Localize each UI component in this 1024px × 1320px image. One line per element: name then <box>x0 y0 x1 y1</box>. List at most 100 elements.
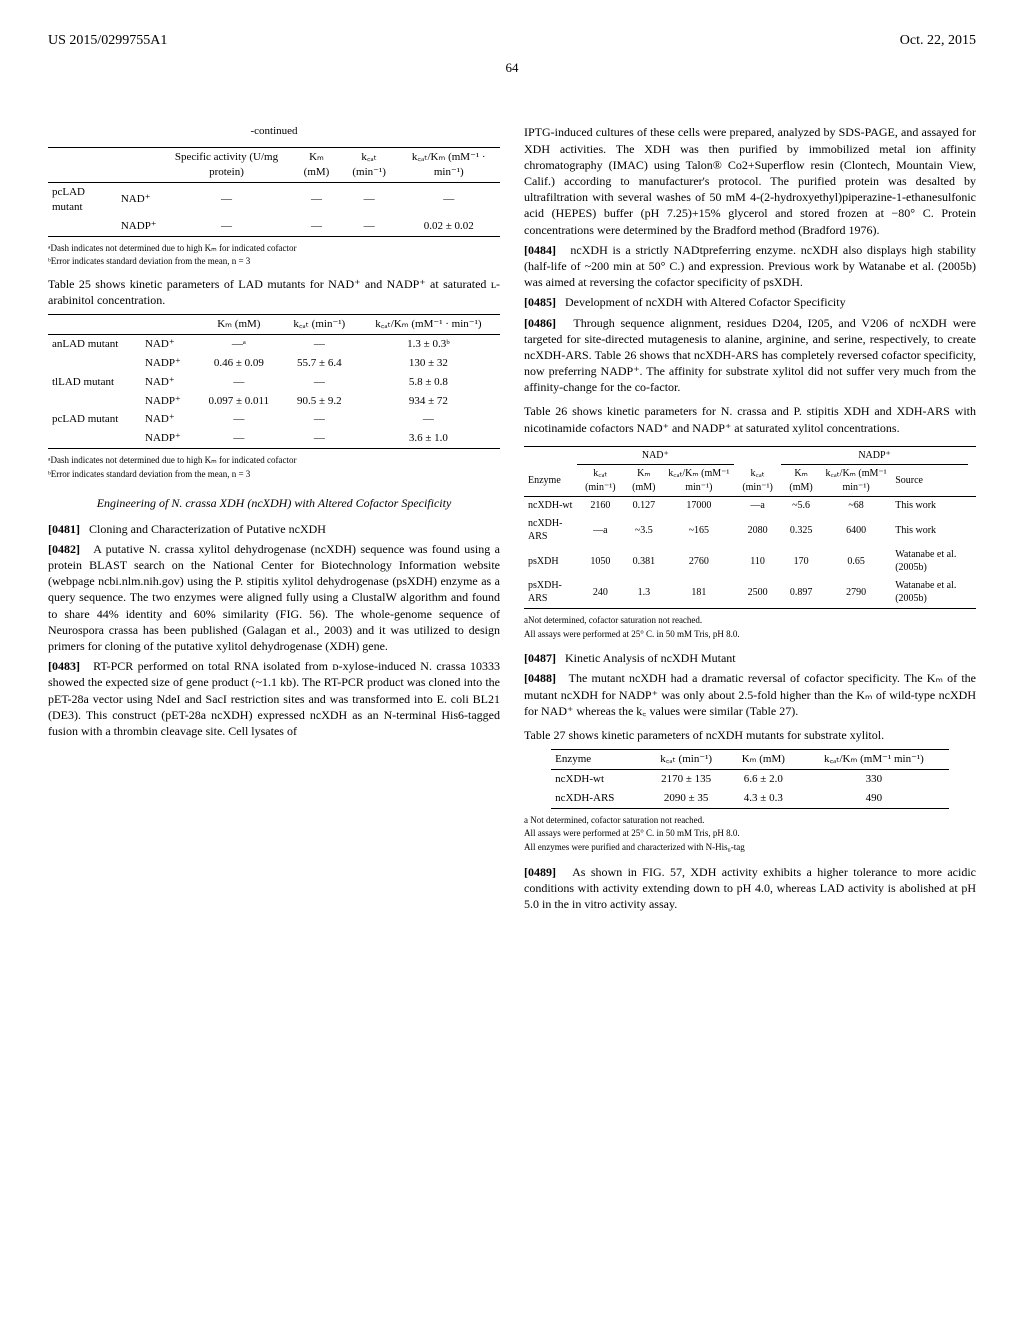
left-column: -continued Specific activity (U/mg prote… <box>48 124 500 916</box>
cell: 4.3 ± 0.3 <box>728 789 799 808</box>
cell: NADP⁺ <box>141 392 196 411</box>
para-number: [0481] <box>48 522 80 536</box>
paragraph: [0481] Cloning and Characterization of P… <box>48 521 500 537</box>
para-number: [0486] <box>524 316 556 330</box>
cell: 0.097 ± 0.011 <box>196 392 282 411</box>
cell: — <box>196 410 282 429</box>
th: k꜀ₐₜ (min⁻¹) <box>645 750 728 770</box>
cell: — <box>161 182 293 216</box>
footnote: ᵇError indicates standard deviation from… <box>48 469 500 481</box>
th <box>48 315 141 335</box>
cell: 2500 <box>734 577 781 609</box>
table-27-caption: Table 27 shows kinetic parameters of ncX… <box>524 727 976 743</box>
cell: — <box>282 373 357 392</box>
cell: Watanabe et al. (2005b) <box>891 546 968 577</box>
cell: — <box>341 182 398 216</box>
cell: 0.381 <box>624 546 664 577</box>
cell: NADP⁺ <box>141 429 196 448</box>
th: k꜀ₐₜ/Kₘ (mM⁻¹ min⁻¹) <box>821 465 891 497</box>
cell: psXDH <box>524 546 577 577</box>
footnote: All enzymes were purified and characteri… <box>524 842 976 854</box>
para-number: [0482] <box>48 542 80 556</box>
th: k꜀ₐₜ (min⁻¹) <box>577 465 624 497</box>
cell: NADP⁺ <box>141 354 196 373</box>
para-text: Cloning and Characterization of Putative… <box>89 522 326 536</box>
th: Specific activity (U/mg protein) <box>161 148 293 183</box>
th: k꜀ₐₜ/Kₘ (mM⁻¹ · min⁻¹) <box>398 148 500 183</box>
cell: 55.7 ± 6.4 <box>282 354 357 373</box>
footnote: aNot determined, cofactor saturation not… <box>524 615 976 627</box>
cell: 2790 <box>821 577 891 609</box>
footnote: a Not determined, cofactor saturation no… <box>524 815 976 827</box>
cell: — <box>292 182 340 216</box>
cell: — <box>282 429 357 448</box>
cell <box>48 354 141 373</box>
para-text: Through sequence alignment, residues D20… <box>524 316 976 395</box>
cell: ~3.5 <box>624 515 664 546</box>
footnote: All assays were performed at 25° C. in 5… <box>524 629 976 641</box>
cell: 240 <box>577 577 624 609</box>
para-text: The mutant ncXDH had a dramatic reversal… <box>524 671 976 717</box>
cell: 0.02 ± 0.02 <box>398 217 500 236</box>
table-26-caption: Table 26 shows kinetic parameters for N.… <box>524 403 976 435</box>
para-text: As shown in FIG. 57, XDH activity exhibi… <box>524 865 976 911</box>
cell <box>48 429 141 448</box>
cell: NAD⁺ <box>141 410 196 429</box>
paragraph-continuation: IPTG-induced cultures of these cells wer… <box>524 124 976 237</box>
footnote: All assays were performed at 25° C. in 5… <box>524 828 976 840</box>
cell: 1.3 ± 0.3ᵇ <box>357 335 500 354</box>
paragraph: [0484] ncXDH is a strictly NADtpreferrin… <box>524 242 976 291</box>
th: Kₘ (mM) <box>781 465 821 497</box>
cell: 5.8 ± 0.8 <box>357 373 500 392</box>
cell: 0.46 ± 0.09 <box>196 354 282 373</box>
cell: anLAD mutant <box>48 335 141 354</box>
paragraph: [0485] Development of ncXDH with Altered… <box>524 294 976 310</box>
cell: 0.897 <box>781 577 821 609</box>
cell: NAD⁺ <box>141 335 196 354</box>
th: k꜀ₐₜ/Kₘ (mM⁻¹ min⁻¹) <box>664 465 734 497</box>
cell: Watanabe et al. (2005b) <box>891 577 968 609</box>
th: Enzyme <box>551 750 644 770</box>
th: Enzyme <box>524 465 577 497</box>
cell: NADP⁺ <box>117 217 161 236</box>
publication-date: Oct. 22, 2015 <box>900 32 976 51</box>
cell: This work <box>891 497 968 515</box>
th: k꜀ₐₜ (min⁻¹) <box>282 315 357 335</box>
page-number: 64 <box>48 59 976 77</box>
para-text: RT-PCR performed on total RNA isolated f… <box>48 659 500 738</box>
table-24-continued: Specific activity (U/mg protein) Kₘ (mM)… <box>48 147 500 236</box>
cell: pcLAD mutant <box>48 182 117 216</box>
cell: 330 <box>799 769 949 788</box>
th: k꜀ₐₜ (min⁻¹) <box>734 465 781 497</box>
footnote: ᵃDash indicates not determined due to hi… <box>48 455 500 467</box>
para-number: [0483] <box>48 659 80 673</box>
cell: 2760 <box>664 546 734 577</box>
th: Source <box>891 465 968 497</box>
paragraph: [0486] Through sequence alignment, resid… <box>524 315 976 396</box>
cell: —ᵃ <box>196 335 282 354</box>
cell: — <box>357 410 500 429</box>
cell: 2090 ± 35 <box>645 789 728 808</box>
cell <box>48 392 141 411</box>
page-header: US 2015/0299755A1 Oct. 22, 2015 <box>48 32 976 51</box>
cell: — <box>161 217 293 236</box>
cell: tlLAD mutant <box>48 373 141 392</box>
cell: pcLAD mutant <box>48 410 141 429</box>
table-26: NAD⁺ NADP⁺ Enzyme k꜀ₐₜ (min⁻¹) Kₘ (mM) k… <box>524 446 976 609</box>
table-27: Enzyme k꜀ₐₜ (min⁻¹) Kₘ (mM) k꜀ₐₜ/Kₘ (mM⁻… <box>551 749 949 809</box>
cell: ncXDH-ARS <box>551 789 644 808</box>
cell: — <box>282 410 357 429</box>
cell: 6.6 ± 2.0 <box>728 769 799 788</box>
table-25: Kₘ (mM) k꜀ₐₜ (min⁻¹) k꜀ₐₜ/Kₘ (mM⁻¹ · min… <box>48 314 500 449</box>
cell: ncXDH-wt <box>524 497 577 515</box>
cell: 2170 ± 135 <box>645 769 728 788</box>
footnote: ᵇError indicates standard deviation from… <box>48 256 500 268</box>
right-column: IPTG-induced cultures of these cells wer… <box>524 124 976 916</box>
cell: — <box>196 429 282 448</box>
cell: ~68 <box>821 497 891 515</box>
th-group: NADP⁺ <box>781 446 968 465</box>
para-number: [0489] <box>524 865 556 879</box>
cell: 130 ± 32 <box>357 354 500 373</box>
para-number: [0484] <box>524 243 556 257</box>
th: Kₘ (mM) <box>624 465 664 497</box>
